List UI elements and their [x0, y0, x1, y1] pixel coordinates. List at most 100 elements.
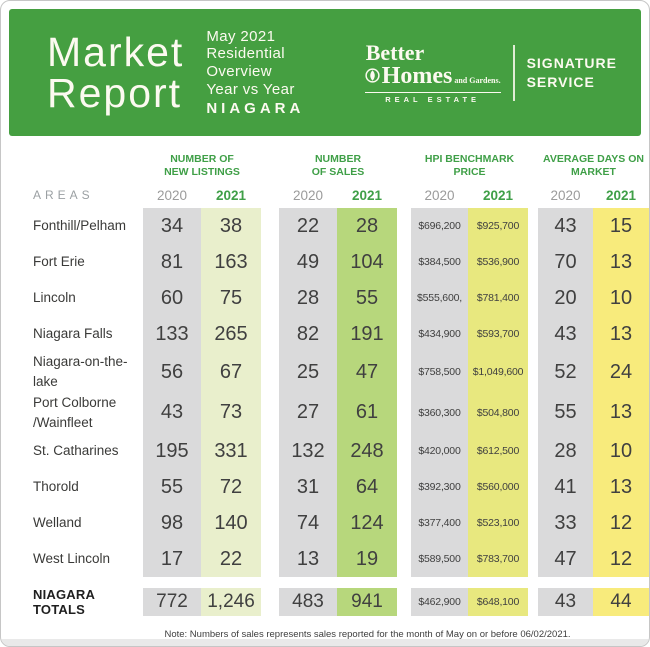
days-2020-value: 20: [538, 280, 593, 316]
sales-2020-value: 25: [279, 352, 337, 393]
year-header-2021: 2021: [482, 187, 514, 203]
days-2021-value: 15: [593, 208, 649, 244]
year-header-2020: 2020: [550, 187, 581, 203]
hpi-2021-value: $504,800: [468, 392, 528, 433]
year-header-2020: 2020: [424, 187, 455, 203]
area-label: West Lincoln: [33, 550, 111, 566]
days-2021-value: 12: [593, 505, 649, 541]
new-listings-2020-value: 81: [143, 244, 201, 280]
new-listings-2020-value: 43: [143, 392, 201, 433]
sales-2020-value: 49: [279, 244, 337, 280]
column-group-days-on-market: AVERAGE DAYS ON MARKET: [543, 152, 644, 178]
days-2020-value: 47: [538, 541, 593, 577]
year-header-2020: 2020: [292, 187, 324, 203]
days-2020-value: 70: [538, 244, 593, 280]
sales-2020-value: 27: [279, 392, 337, 433]
area-label: Fonthill/Pelham: [33, 217, 127, 233]
days-2021-value: 13: [593, 316, 649, 352]
days-2021-value: 10: [593, 280, 649, 316]
sales-2021-value: 47: [337, 352, 397, 393]
hpi-2021-value: $523,100: [468, 505, 528, 541]
hpi-2020-value: $392,300: [411, 469, 468, 505]
new-listings-2021-value: 75: [201, 280, 261, 316]
areas-header: AREAS: [33, 188, 94, 202]
hpi-2020-value: $589,500: [411, 541, 468, 577]
hpi-2021-value: $925,700: [468, 208, 528, 244]
totals-row: NIAGARA TOTALS 772 1,246 483 941 $462,90…: [25, 587, 649, 617]
days-2021-value: 13: [593, 469, 649, 505]
hpi-2021-value: $1,049,600: [468, 352, 528, 393]
new-listings-2020-value: 55: [143, 469, 201, 505]
area-label: Niagara Falls: [33, 325, 113, 341]
report-subtitle-block: May 2021 Residential Overview Year vs Ye…: [206, 28, 304, 118]
brand-logo: Better Homes and Gardens. REAL ESTATE SI…: [364, 39, 617, 104]
days-2020-value: 52: [538, 352, 593, 393]
sales-2021-value: 64: [337, 469, 397, 505]
area-label: Port Colborne /Wainfleet: [33, 394, 117, 430]
column-group-sales: NUMBER OF SALES: [311, 152, 365, 178]
new-listings-2020-value: 34: [143, 208, 201, 244]
column-group-new-listings: NUMBER OF NEW LISTINGS: [164, 152, 240, 178]
new-listings-2020-value: 195: [143, 433, 201, 469]
days-2020-value: 28: [538, 433, 593, 469]
year-header-2020: 2020: [156, 187, 188, 203]
new-listings-2021-value: 163: [201, 244, 261, 280]
brand-line1: Better: [365, 39, 425, 65]
totals-days-2021: 44: [593, 588, 649, 616]
totals-new-listings-2020: 772: [143, 588, 201, 616]
new-listings-2021-value: 67: [201, 352, 261, 393]
totals-new-listings-2021: 1,246: [201, 588, 261, 616]
year-header-2021: 2021: [215, 187, 247, 203]
table-header: NUMBER OF NEW LISTINGS NUMBER OF SALES H…: [25, 150, 649, 208]
hpi-2021-value: $536,900: [468, 244, 528, 280]
days-2020-value: 55: [538, 392, 593, 433]
sales-2021-value: 19: [337, 541, 397, 577]
table-body: Fonthill/Pelham 34 38 22 28 $696,200 $92…: [25, 208, 649, 577]
brand-tagline: REAL ESTATE: [364, 91, 501, 104]
footer-strip: [1, 639, 649, 646]
totals-hpi-2021: $648,100: [468, 588, 528, 616]
sales-2021-value: 191: [337, 316, 397, 352]
sales-2021-value: 28: [337, 208, 397, 244]
new-listings-2021-value: 22: [201, 541, 261, 577]
sales-2021-value: 55: [337, 280, 397, 316]
hpi-2021-value: $593,700: [468, 316, 528, 352]
days-2021-value: 13: [593, 392, 649, 433]
footnote: Note: Numbers of sales represents sales …: [164, 629, 571, 640]
sales-2020-value: 13: [279, 541, 337, 577]
sales-2021-value: 248: [337, 433, 397, 469]
new-listings-2020-value: 17: [143, 541, 201, 577]
totals-days-2020: 43: [538, 588, 593, 616]
service-label: SIGNATURE SERVICE: [526, 55, 617, 90]
totals-hpi-2020: $462,900: [411, 588, 468, 616]
days-2021-value: 12: [593, 541, 649, 577]
report-subtitle: May 2021 Residential Overview Year vs Ye…: [206, 27, 295, 98]
days-2021-value: 24: [593, 352, 649, 393]
sales-2020-value: 31: [279, 469, 337, 505]
area-label: Fort Erie: [33, 253, 85, 269]
new-listings-2020-value: 98: [143, 505, 201, 541]
new-listings-2021-value: 265: [201, 316, 261, 352]
new-listings-2020-value: 56: [143, 352, 201, 393]
hpi-2020-value: $758,500: [411, 352, 468, 393]
brand-line3: and Gardens.: [454, 75, 501, 85]
totals-sales-2021: 941: [337, 588, 397, 616]
year-header-2021: 2021: [351, 187, 383, 203]
hpi-2020-value: $384,500: [411, 244, 468, 280]
sales-2020-value: 28: [279, 280, 337, 316]
brand-line2: Homes: [381, 62, 453, 89]
sales-2020-value: 74: [279, 505, 337, 541]
sales-2020-value: 82: [279, 316, 337, 352]
sales-2021-value: 61: [337, 392, 397, 433]
hpi-2020-value: $555,600,: [411, 280, 468, 316]
sales-2020-value: 22: [279, 208, 337, 244]
brand-wordmark: Better Homes and Gardens. REAL ESTATE: [364, 39, 501, 104]
area-label: Niagara-on-the-lake: [33, 354, 128, 390]
hpi-2020-value: $696,200: [411, 208, 468, 244]
days-2020-value: 33: [538, 505, 593, 541]
days-2020-value: 43: [538, 316, 593, 352]
days-2020-value: 43: [538, 208, 593, 244]
days-2020-value: 41: [538, 469, 593, 505]
area-label: St. Catharines: [33, 442, 119, 458]
